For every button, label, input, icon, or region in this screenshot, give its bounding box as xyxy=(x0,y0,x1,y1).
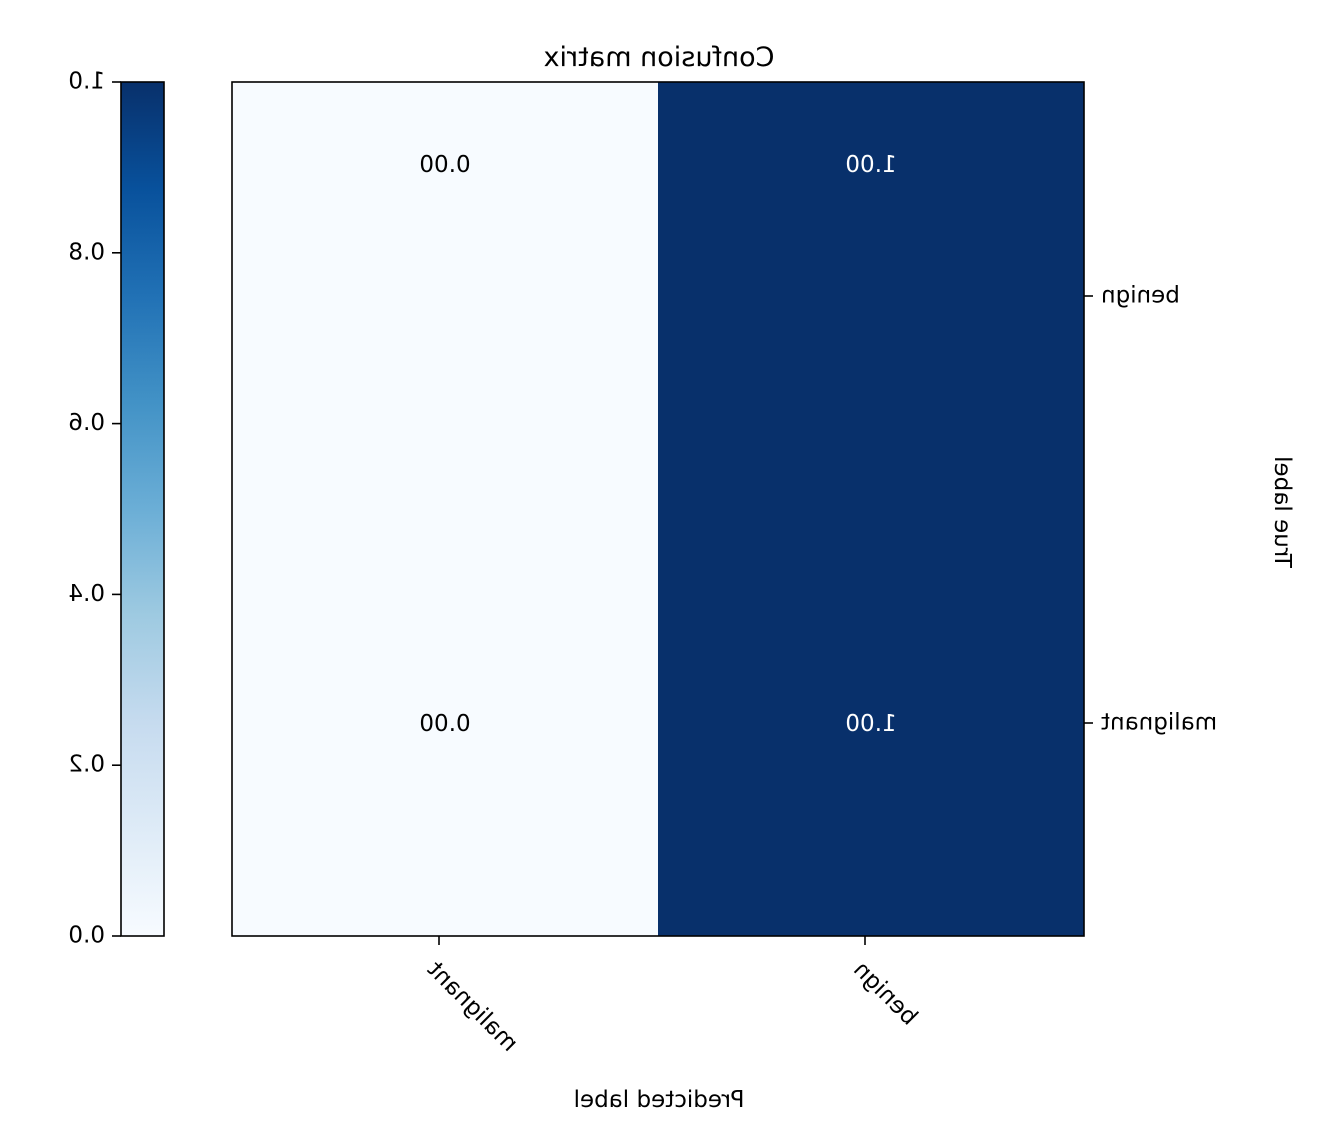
cell-value-label-benign-malignant: 0.00 xyxy=(419,152,470,178)
cell-value-label-malignant-benign: 1.00 xyxy=(845,711,896,737)
heatmap-value-labels: 1.00 0.00 1.00 0.00 xyxy=(419,152,896,737)
x-tick-label-malignant: malignant xyxy=(422,956,523,1057)
colorbar-frame xyxy=(120,81,165,937)
cell-value-label-malignant-malignant: 0.00 xyxy=(419,711,470,737)
colorbar-tick-label-0.8: 0.8 xyxy=(68,239,105,265)
colorbar-ticks: 0.0 0.2 0.4 0.6 0.8 1.0 xyxy=(68,69,121,949)
heatmap-cell-benign-benign xyxy=(658,82,1084,509)
y-axis-ticks: benign malignant xyxy=(1084,283,1217,736)
x-axis-ticks: benign malignant xyxy=(422,936,922,1057)
colorbar-tick-label-0.4: 0.4 xyxy=(68,581,105,607)
colorbar-tick-label-1.0: 1.0 xyxy=(68,69,105,95)
y-tick-label-benign: benign xyxy=(1101,283,1180,309)
x-axis-label: Predicted label xyxy=(574,1087,745,1113)
colorbar-tick-label-0.2: 0.2 xyxy=(68,752,105,778)
colorbar-tick-label-0.6: 0.6 xyxy=(68,410,105,436)
heatmap-cell-malignant-malignant xyxy=(232,509,658,936)
colorbar-tick-label-0.0: 0.0 xyxy=(68,923,105,949)
colorbar-gradient xyxy=(121,82,164,936)
x-tick-label-benign: benign xyxy=(848,956,922,1030)
y-axis-label: True label xyxy=(1269,456,1295,569)
heatmap-cell-malignant-benign xyxy=(658,509,1084,936)
cell-value-label-benign-benign: 1.00 xyxy=(845,152,896,178)
chart-title: Confusion matrix xyxy=(544,42,775,73)
heatmap-cell-benign-malignant xyxy=(232,82,658,509)
heatmap-cells xyxy=(232,82,1084,936)
y-tick-label-malignant: malignant xyxy=(1101,710,1217,736)
heatmap-frame xyxy=(231,81,1085,937)
